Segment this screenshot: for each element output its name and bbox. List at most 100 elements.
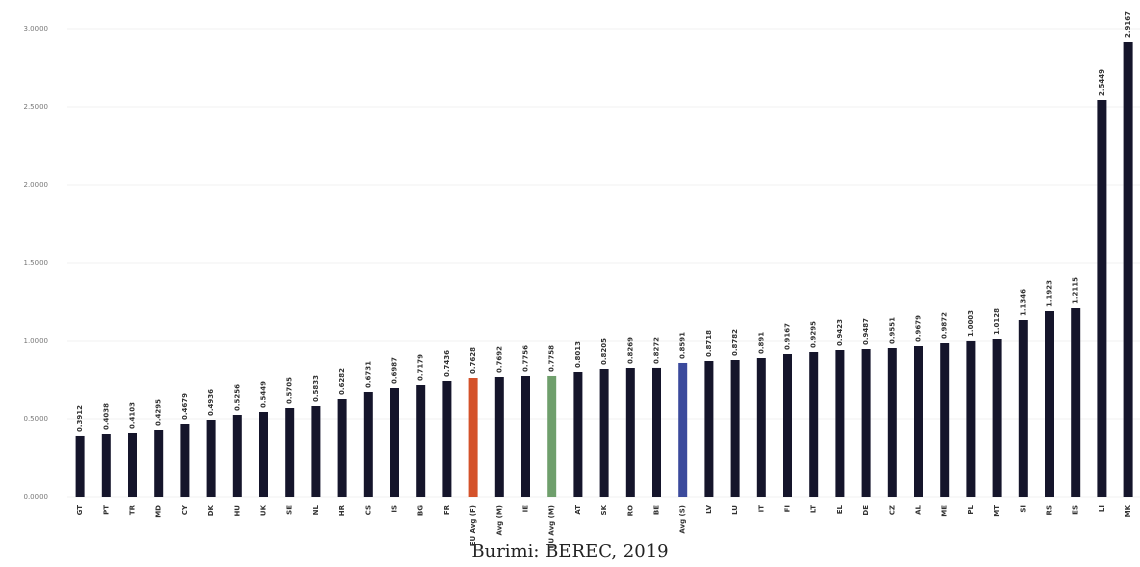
x-tick-label: AL [915,504,923,514]
bar [625,368,635,497]
bar [966,340,976,497]
y-tick-label: 1.0000 [24,337,49,345]
bar [285,408,295,497]
value-label: 0.4038 [102,403,110,430]
value-label: 0.8272 [653,337,661,364]
value-label: 1.1923 [1046,280,1054,307]
bar [992,339,1002,497]
value-label: 0.8591 [679,332,687,359]
x-tick-label: RO [626,505,634,516]
bar [756,358,766,497]
x-tick-label: FI [784,505,792,512]
x-tick-label: LT [810,505,818,513]
bar [75,435,85,497]
x-tick-label: EU Avg (F) [469,505,477,546]
bar [1071,308,1081,497]
bar [442,380,452,497]
x-tick-label: TR [129,504,137,515]
value-label: 0.8269 [626,337,634,364]
value-label: 2.9167 [1124,11,1132,38]
bar [1018,320,1028,497]
x-tick-label: MD [155,505,163,518]
bar [259,411,268,497]
y-tick-label: 0.5000 [24,415,49,423]
y-tick-label: 1.5000 [24,259,49,267]
value-label: 0.8782 [731,329,739,356]
x-tick-label: IS [391,505,399,513]
value-label: 0.9679 [915,315,923,342]
bar [206,419,216,497]
x-tick-label: UK [260,504,268,516]
x-tick-label: LV [705,504,713,513]
value-label: 0.5833 [312,375,320,402]
value-label: 0.9295 [810,321,818,348]
x-tick-label: CY [181,504,189,515]
x-tick-label: SI [1019,505,1027,513]
bar [180,424,190,497]
x-tick-label: ME [941,505,949,517]
bar [940,342,950,497]
y-tick-label: 2.0000 [24,181,49,189]
bar [232,415,242,497]
bar [521,376,530,497]
x-tick-label: Avg (M) [495,505,503,536]
x-tick-label: SK [600,504,608,515]
value-label: 0.5256 [233,384,241,411]
bar [311,406,321,497]
x-tick-label: IE [522,505,530,513]
bar [390,388,399,497]
bar [861,349,871,497]
bar [599,369,609,497]
value-label: 0.7756 [522,345,530,372]
x-tick-label: MT [993,505,1001,517]
value-label: 0.7436 [443,350,451,377]
bar [154,429,164,497]
x-tick-label: FR [443,504,451,515]
y-tick-label: 0.0000 [24,493,49,501]
bar [1123,41,1133,497]
x-tick-label: LI [1098,505,1106,512]
x-tick-label: NL [312,504,320,515]
caption: Burimi: BEREC, 2019 [471,541,668,562]
bar [783,353,792,497]
value-label: 0.891 [757,332,765,354]
bar [573,371,583,497]
value-label: 1.2115 [1072,277,1080,304]
value-label: 0.3912 [76,405,84,432]
x-tick-label: ES [1072,505,1080,515]
bar [914,346,923,497]
y-tick-label: 3.0000 [24,25,49,33]
value-label: 0.7179 [417,354,425,381]
value-label: 0.4679 [181,393,189,420]
x-tick-label: MK [1124,504,1132,517]
value-label: 1.1346 [1019,289,1027,316]
x-tick-label: DE [862,505,870,516]
value-label: 0.4936 [207,389,215,416]
x-tick-label: GT [76,505,84,516]
y-tick-label: 2.5000 [24,103,49,111]
value-label: 0.5449 [260,381,268,408]
value-label: 0.9167 [784,323,792,350]
value-label: 0.7628 [469,347,477,374]
x-tick-label: RS [1046,505,1054,515]
value-label: 0.9487 [862,318,870,345]
bar [1097,99,1107,497]
x-tick-label: EL [836,504,844,514]
value-label: 0.4295 [155,399,163,426]
x-tick-label: BG [417,505,425,516]
value-label: 0.6987 [391,357,399,384]
x-tick-label: PT [102,505,110,515]
x-tick-label: EU Avg (M) [548,505,556,548]
value-label: 0.5705 [286,377,294,404]
bar [101,434,111,497]
bar [887,348,897,497]
x-tick-label: PL [967,504,975,514]
bar [652,367,661,497]
value-label: 2.5449 [1098,69,1106,96]
value-label: 0.7692 [495,346,503,373]
bar [678,362,688,497]
x-tick-label: Avg (S) [679,505,687,534]
bar [704,360,714,497]
value-label: 0.6282 [338,368,346,395]
